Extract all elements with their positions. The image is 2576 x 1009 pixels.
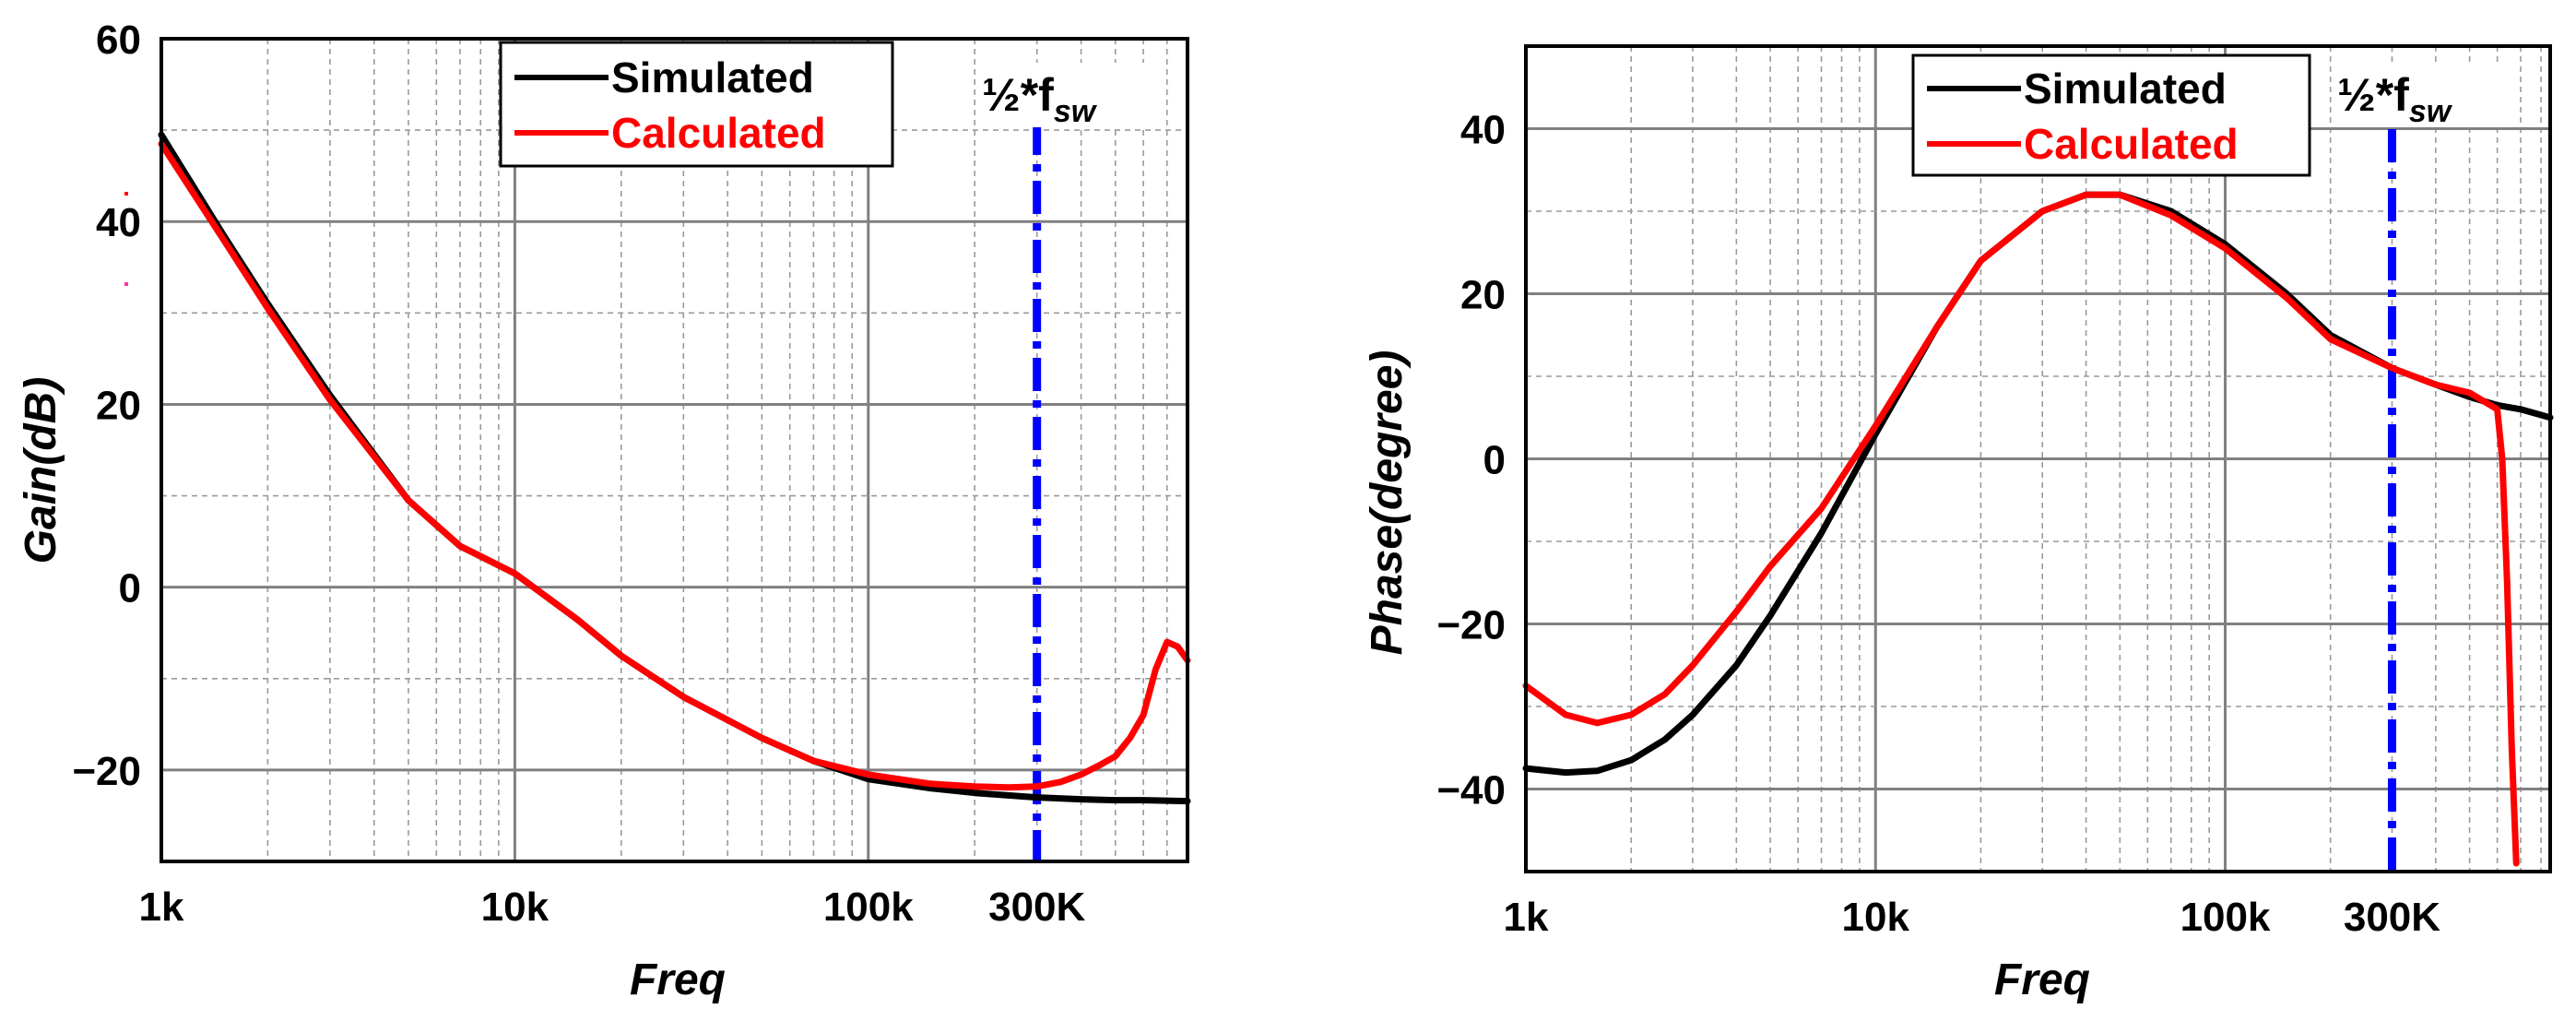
gain-half-fsw-annotation: ½*fsw <box>977 63 1162 129</box>
phase-tick-labels: 1k 10k 100k 300K −40 −20 0 20 40 <box>1436 108 2440 941</box>
gain-legend-calculated-label: Calculated <box>611 109 826 157</box>
gain-legend-simulated-label: Simulated <box>611 53 814 101</box>
phase-half-fsw-label: ½*fsw <box>2337 69 2453 129</box>
gain-half-fsw-label: ½*fsw <box>982 69 1098 129</box>
phase-half-fsw-annotation-bg <box>2333 63 2517 127</box>
phase-y-tick-4: 40 <box>1460 108 1506 153</box>
gain-legend-box <box>499 41 894 168</box>
phase-half-fsw-annotation: ½*fsw <box>2333 63 2517 129</box>
phase-half-fsw-label-main: ½*f <box>2337 69 2409 121</box>
gain-series-group <box>158 131 1191 805</box>
gain-x-axis-label: Freq <box>630 956 726 1004</box>
phase-legend-box <box>1911 53 2311 177</box>
gain-y-axis-label: Gain(dB) <box>17 377 65 564</box>
phase-legend-simulated-label: Simulated <box>2024 65 2227 113</box>
phase-x-tick-10k: 10k <box>1842 895 1910 940</box>
phase-y-axis-label: Phase(degree) <box>1363 350 1412 656</box>
phase-plot-frame <box>1524 44 2552 873</box>
gain-x-tick-100k: 100k <box>823 884 914 930</box>
gain-y-tick-3: 40 <box>96 200 141 245</box>
gain-half-fsw-label-sub: sw <box>1054 94 1098 129</box>
phase-x-tick-300k: 300K <box>2344 895 2440 940</box>
gain-x-tick-1k: 1k <box>139 884 184 930</box>
phase-half-fsw-label-sub: sw <box>2409 94 2453 129</box>
gain-tick-labels: 1k 10k 100k 300K −20 0 20 40 60 <box>72 18 1085 930</box>
phase-chart: 1k 10k 100k 300K −40 −20 0 20 40 Freq Phase(degr… <box>1363 44 2554 1004</box>
gain-series-calculated <box>158 140 1191 791</box>
gain-half-fsw-annotation-bg <box>977 63 1162 127</box>
phase-legend: Simulated Calculated <box>1911 53 2311 177</box>
gain-chart: 1k 10k 100k 300K −20 0 20 40 60 Freq Gain(dB) Si… <box>17 18 1191 1004</box>
phase-series-simulated <box>1522 191 2554 777</box>
phase-x-axis-label: Freq <box>1994 956 2090 1004</box>
phase-x-tick-100k: 100k <box>2180 895 2271 940</box>
phase-y-tick-0: −40 <box>1436 768 1506 813</box>
gain-y-tick-0: −20 <box>72 749 141 794</box>
gain-y-tick-2: 20 <box>96 383 141 428</box>
phase-legend-calculated-label: Calculated <box>2024 120 2239 168</box>
gain-y-tick-4: 60 <box>96 18 141 63</box>
gain-x-tick-300k: 300K <box>988 884 1085 930</box>
gain-x-tick-10k: 10k <box>481 884 549 930</box>
gain-legend: Simulated Calculated <box>499 41 894 168</box>
gain-stray-mark-2 <box>124 282 128 286</box>
gain-y-tick-1: 0 <box>119 566 141 611</box>
phase-y-tick-3: 20 <box>1460 273 1506 318</box>
phase-y-tick-2: 0 <box>1483 438 1506 483</box>
phase-x-tick-1k: 1k <box>1504 895 1549 940</box>
phase-series-calculated <box>1522 191 2520 867</box>
gain-stray-mark-1 <box>124 192 128 196</box>
gain-plot-frame <box>160 37 1189 863</box>
gain-half-fsw-label-main: ½*f <box>982 69 1054 121</box>
phase-series-group <box>1522 191 2554 867</box>
phase-y-tick-1: −20 <box>1436 603 1506 648</box>
